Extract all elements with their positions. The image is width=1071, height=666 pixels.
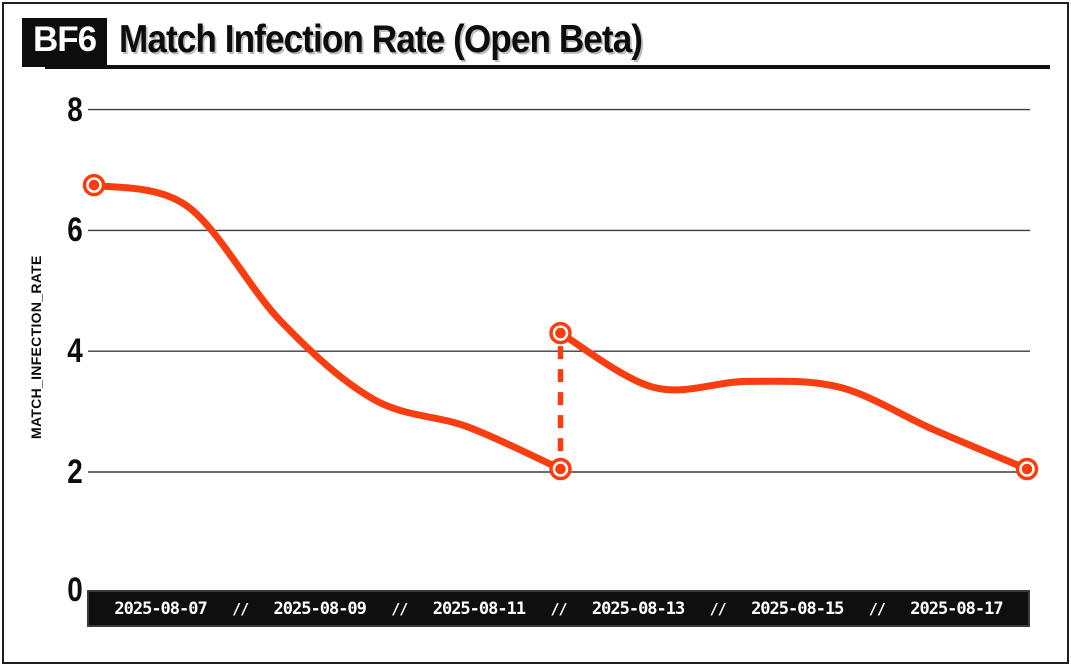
- x-axis-separator: //: [709, 599, 727, 618]
- bf6-badge: BF6: [22, 18, 108, 67]
- y-tick-4: 4: [67, 332, 83, 370]
- series-line-pre-patch: [90, 181, 564, 473]
- x-axis-label: 2025-08-13: [591, 598, 685, 619]
- x-axis-separator: //: [868, 599, 886, 618]
- series-line-post-patch: [557, 329, 1031, 473]
- x-axis-label: 2025-08-09: [273, 598, 367, 619]
- data-point-marker-dot: [555, 327, 566, 339]
- x-axis-separator: //: [550, 599, 567, 618]
- page-title: Match Infection Rate (Open Beta): [119, 18, 643, 61]
- x-axis-bar: 2025-08-07 // 2025-08-09 // 2025-08-11 /…: [87, 590, 1030, 627]
- title-underline: [45, 65, 1050, 69]
- data-point-marker-dot: [88, 179, 100, 191]
- x-axis-label: 2025-08-11: [432, 598, 526, 619]
- x-axis-separator: //: [391, 599, 408, 618]
- x-axis-label: 2025-08-07: [114, 598, 207, 619]
- x-axis-separator: //: [232, 599, 249, 618]
- bf6-badge-label: BF6: [33, 20, 97, 59]
- data-point-marker-dot: [555, 463, 566, 475]
- data-point-marker-dot: [1021, 463, 1033, 475]
- y-tick-0: 0: [67, 571, 83, 609]
- chart-header: BF6 Match Infection Rate (Open Beta): [22, 18, 700, 67]
- y-tick-8: 8: [67, 91, 83, 129]
- y-tick-2: 2: [67, 453, 83, 491]
- x-axis-label: 2025-08-15: [751, 598, 844, 619]
- x-axis-label: 2025-08-17: [910, 598, 1003, 619]
- y-tick-6: 6: [67, 211, 83, 249]
